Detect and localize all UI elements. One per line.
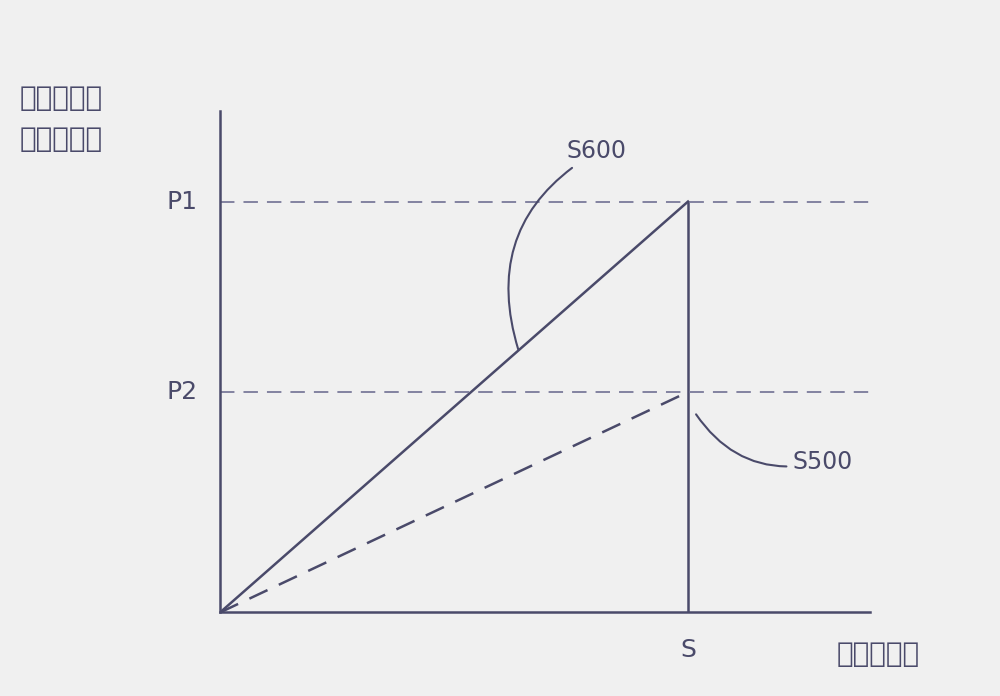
Text: 芯驱动压力: 芯驱动压力: [20, 125, 103, 153]
Text: 定向阀的阀: 定向阀的阀: [20, 84, 103, 111]
Text: S600: S600: [508, 139, 627, 349]
Text: P2: P2: [166, 380, 197, 404]
Text: S500: S500: [696, 414, 852, 474]
Text: S: S: [680, 638, 696, 661]
Text: P1: P1: [166, 189, 197, 214]
Text: 操作杆行程: 操作杆行程: [837, 640, 920, 668]
